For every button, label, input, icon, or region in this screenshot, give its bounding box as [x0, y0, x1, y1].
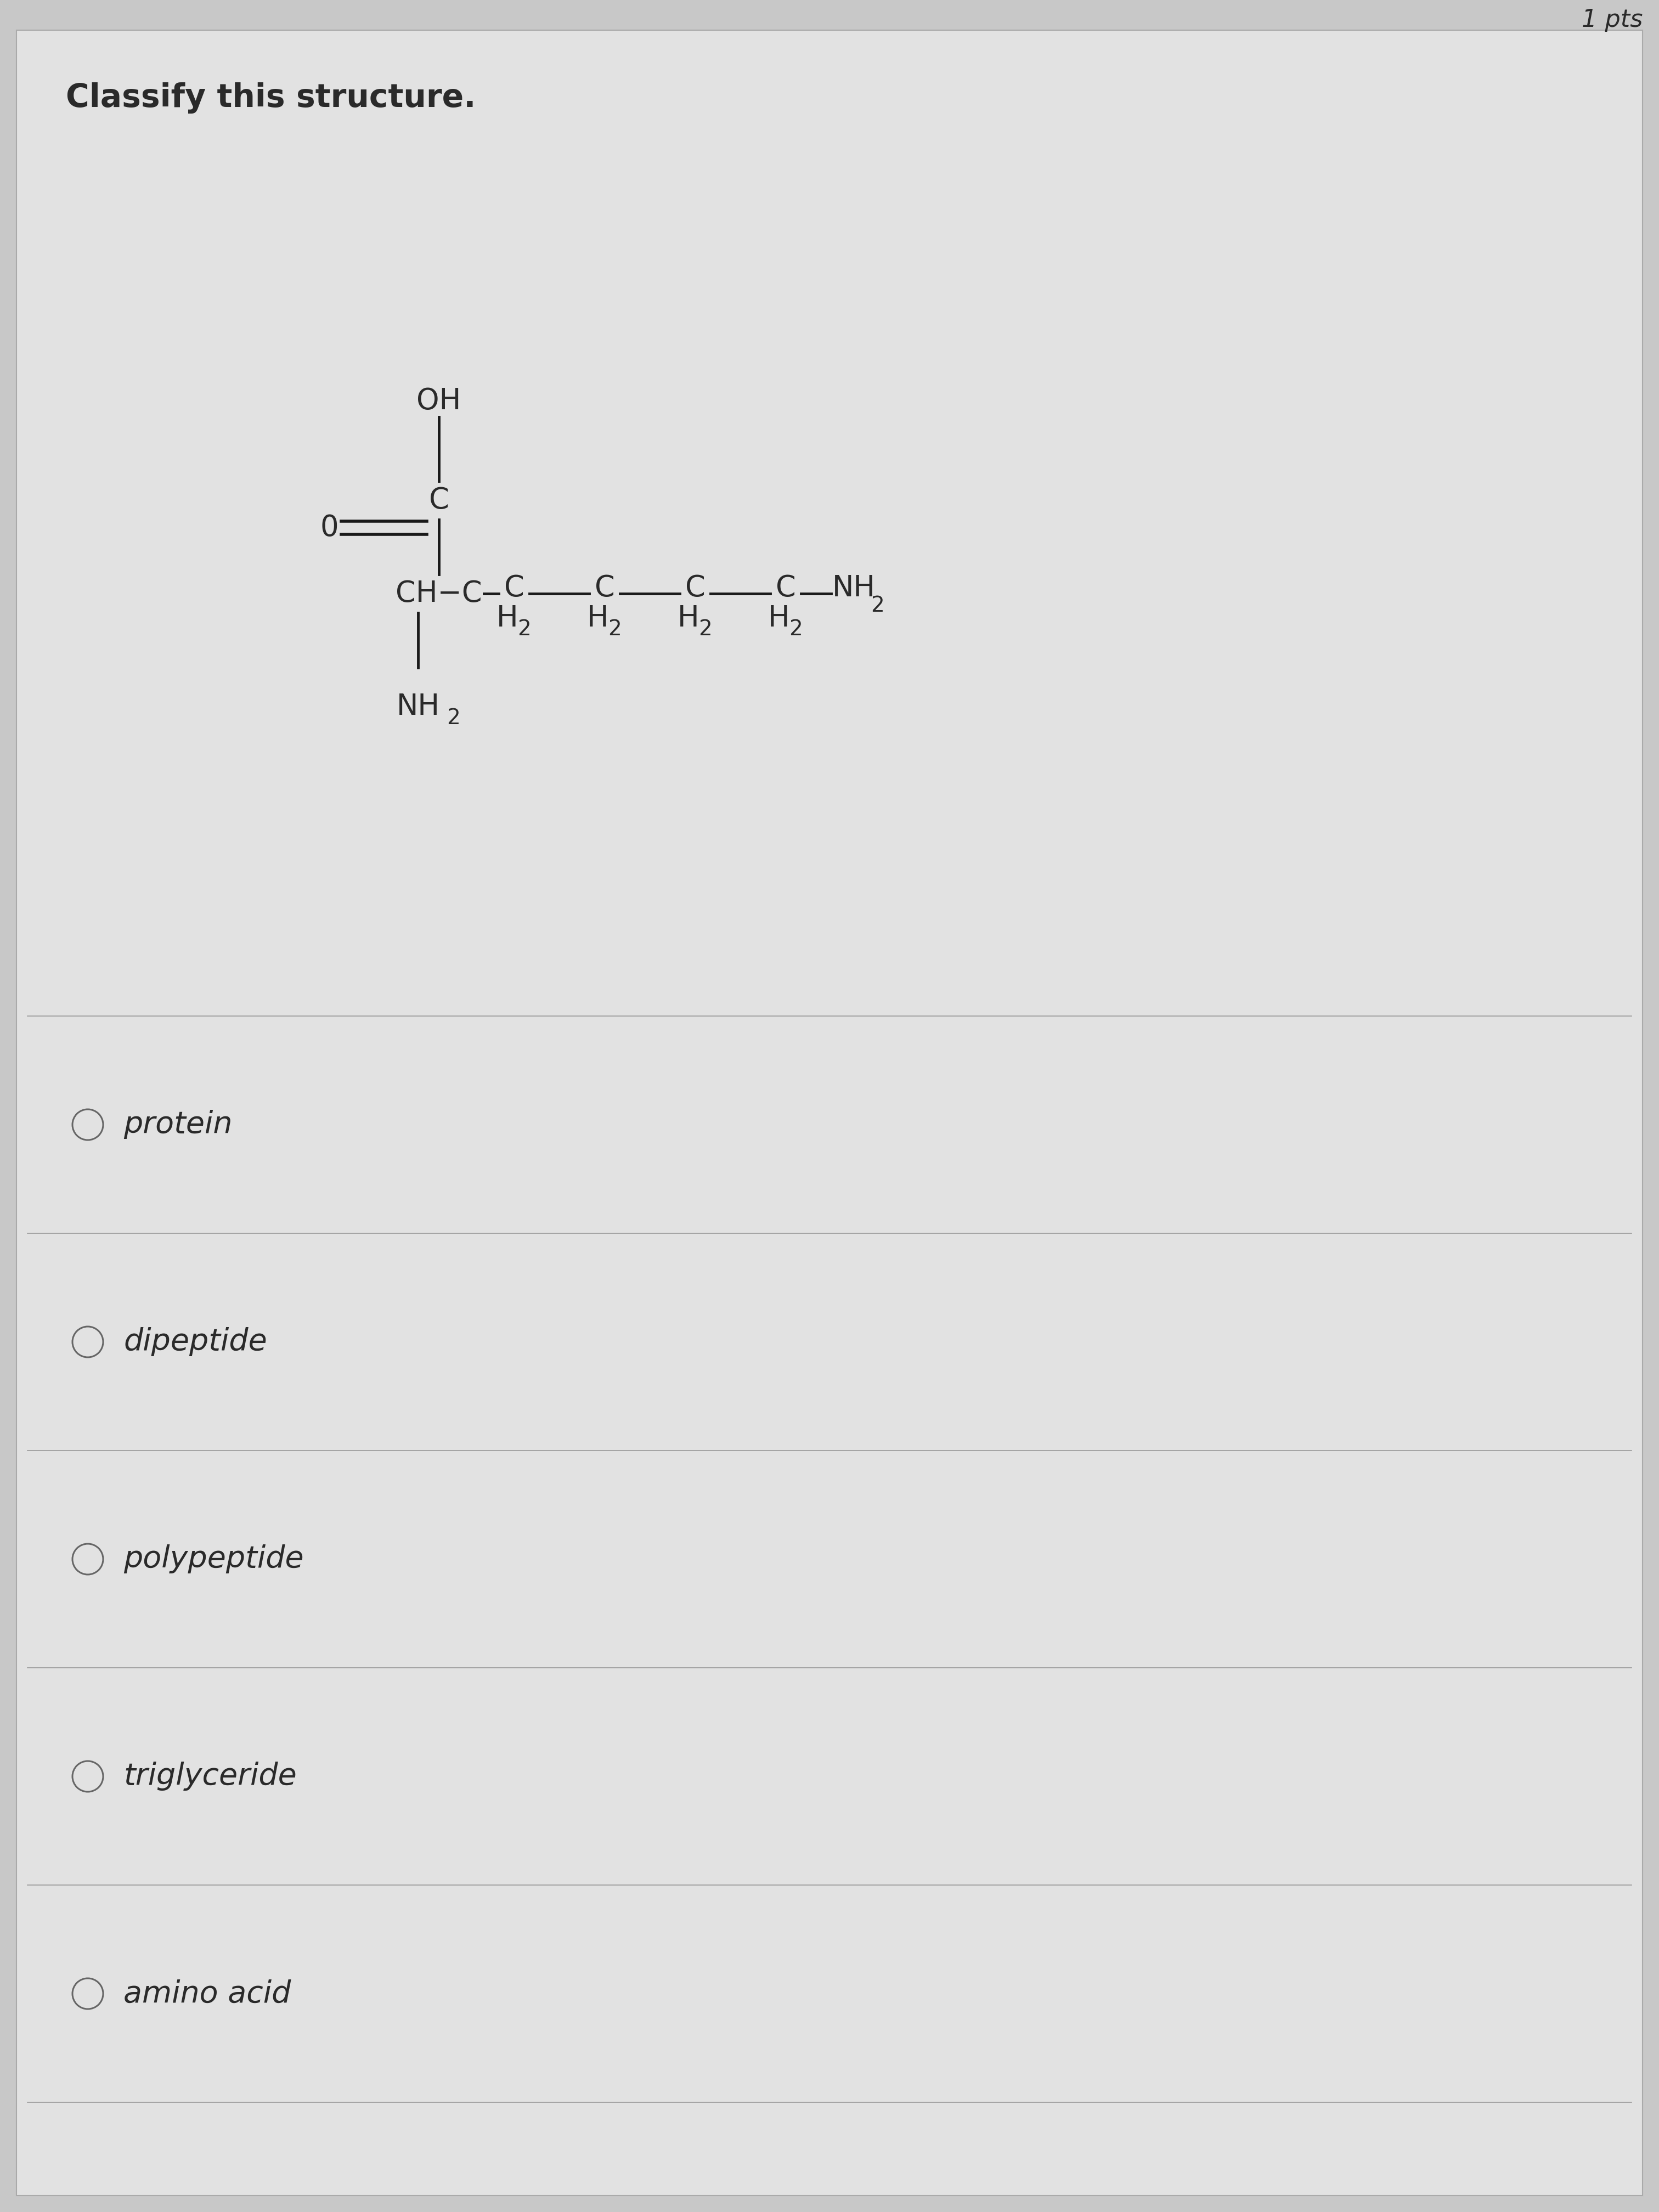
Text: NH: NH: [833, 573, 876, 602]
Text: 2: 2: [788, 619, 803, 639]
Text: triglyceride: triglyceride: [123, 1763, 297, 1792]
Text: C: C: [685, 573, 705, 602]
Text: C: C: [594, 573, 615, 602]
Text: 2: 2: [518, 619, 531, 639]
Text: H: H: [677, 604, 700, 633]
Text: 2: 2: [871, 595, 884, 617]
Text: NH: NH: [397, 692, 440, 721]
Text: H: H: [768, 604, 790, 633]
Text: C: C: [775, 573, 796, 602]
Text: 0: 0: [320, 513, 338, 542]
Text: C: C: [504, 573, 524, 602]
Text: 1 pts: 1 pts: [1581, 9, 1642, 31]
Text: amino acid: amino acid: [123, 1980, 290, 2008]
Text: dipeptide: dipeptide: [123, 1327, 267, 1356]
Text: protein: protein: [123, 1110, 232, 1139]
Text: OH: OH: [416, 387, 461, 416]
Text: H: H: [496, 604, 518, 633]
Bar: [0, 0, 1659, 31]
Text: 2: 2: [446, 708, 460, 728]
Text: polypeptide: polypeptide: [123, 1544, 304, 1573]
Text: Classify this structure.: Classify this structure.: [66, 82, 476, 113]
Text: C: C: [428, 487, 450, 515]
Text: 2: 2: [607, 619, 620, 639]
Text: H: H: [587, 604, 609, 633]
Text: CH−C: CH−C: [395, 580, 483, 608]
Text: 2: 2: [698, 619, 712, 639]
